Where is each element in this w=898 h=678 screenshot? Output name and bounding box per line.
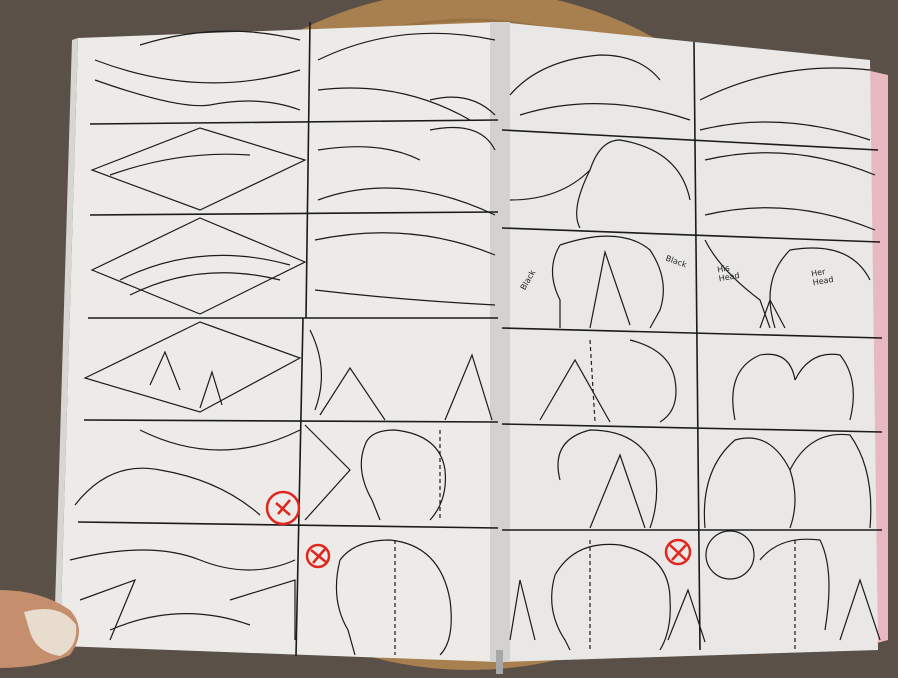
right-page bbox=[500, 22, 878, 662]
red-circle-mark bbox=[265, 490, 301, 526]
thumbnail-nail bbox=[24, 608, 77, 656]
ribbon-bookmark bbox=[496, 650, 503, 674]
red-marks bbox=[265, 490, 692, 569]
ink-grid bbox=[77, 21, 883, 657]
gutter-shadow bbox=[490, 22, 510, 662]
red-circle-mark bbox=[305, 543, 331, 569]
storyboard-sketches bbox=[69, 30, 881, 656]
red-circle-mark bbox=[664, 538, 692, 566]
left-page bbox=[60, 22, 500, 662]
